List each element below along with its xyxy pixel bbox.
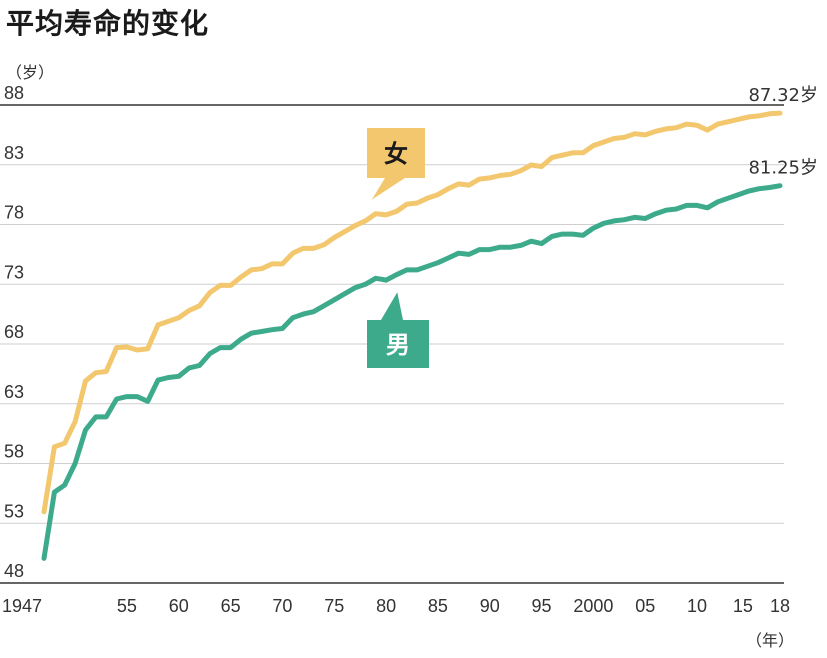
y-tick-label: 88: [4, 83, 24, 103]
x-axis-unit: （年）: [746, 631, 794, 650]
callout-box-female: [367, 128, 425, 178]
y-tick-label: 63: [4, 382, 24, 402]
y-tick-label: 53: [4, 501, 24, 521]
x-tick-label: 60: [169, 596, 189, 616]
x-tick-label: 05: [635, 596, 655, 616]
callout-box-male: [367, 320, 429, 368]
series-layer: [41, 110, 783, 561]
chart-title: 平均寿命的变化: [6, 7, 210, 40]
y-tick-label: 68: [4, 322, 24, 342]
label-layer: 87.32岁 81.25岁 女男: [367, 85, 818, 368]
grid-layer: 48 53 58 63 68 73 78 83 88（岁） 1947 55 60 65 70 75 80 85 9…: [0, 63, 794, 650]
y-tick-label: 83: [4, 143, 24, 163]
end-label-female: 87.32岁: [748, 85, 818, 106]
x-tick-label: 55: [117, 596, 137, 616]
x-tick-label: 95: [532, 596, 552, 616]
x-tick-label: 65: [221, 596, 241, 616]
end-label-male: 81.25岁: [748, 158, 818, 179]
callout-label-female: 女: [384, 140, 408, 168]
x-tick-label: 70: [272, 596, 292, 616]
y-tick-label: 78: [4, 203, 24, 223]
series-line-male: [41, 183, 783, 561]
x-tick-label: 2000: [573, 596, 613, 616]
y-tick-label: 48: [4, 561, 24, 581]
y-tick-label: 73: [4, 262, 24, 282]
y-axis-unit: （岁）: [6, 63, 54, 82]
x-tick-label: 1947: [2, 596, 42, 616]
x-tick-label: 10: [687, 596, 707, 616]
x-tick-label: 80: [376, 596, 396, 616]
x-tick-label: 15: [733, 596, 753, 616]
series-line-female: [41, 110, 783, 515]
x-tick-label: 75: [324, 596, 344, 616]
callout-label-male: 男: [386, 331, 410, 359]
y-tick-label: 58: [4, 442, 24, 462]
x-tick-label: 18: [770, 596, 790, 616]
x-tick-label: 85: [428, 596, 448, 616]
callout-pointer-male: [381, 292, 403, 320]
callout-pointer-female: [371, 178, 405, 200]
x-tick-label: 90: [480, 596, 500, 616]
